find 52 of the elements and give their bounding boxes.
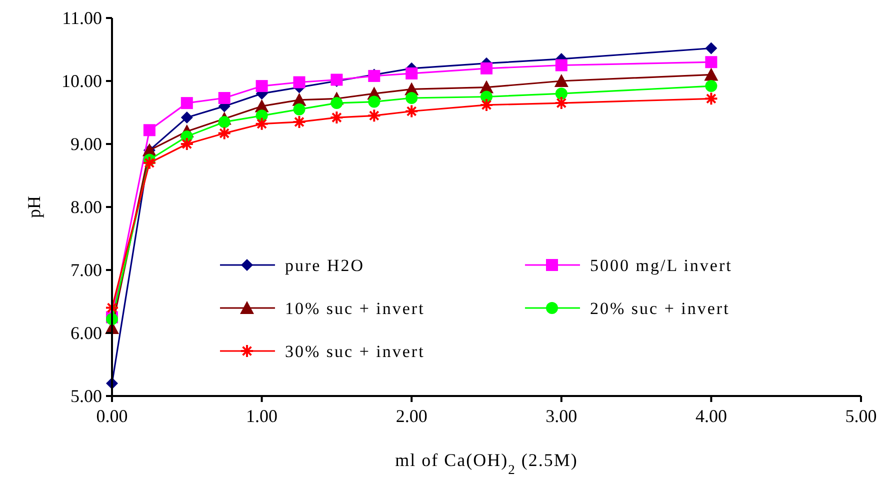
point [143, 124, 156, 136]
legend-label: 30% suc + invert [285, 342, 425, 361]
y-tick-label: 8.00 [70, 197, 102, 217]
y-tick-label: 10.00 [62, 71, 102, 91]
y-tick-label: 9.00 [70, 134, 102, 154]
x-axis-title: ml of Ca(OH)$_{2}$ (2.5M) [395, 450, 578, 476]
point [330, 110, 344, 125]
x-tick-label: 3.00 [546, 406, 578, 426]
point [180, 137, 194, 151]
point [480, 98, 494, 112]
x-tick-label: 5.00 [845, 406, 877, 426]
x-tick-label: 0.00 [96, 406, 128, 426]
point [218, 92, 230, 104]
point [368, 96, 380, 108]
legend-label: pure H2O [285, 256, 365, 275]
point [293, 103, 306, 116]
point [180, 97, 193, 110]
y-tick-label: 7.00 [70, 260, 102, 280]
y-axis-title: pH [24, 196, 44, 218]
point [256, 80, 268, 92]
legend-label: 10% suc + invert [285, 299, 425, 318]
point [292, 114, 306, 129]
point [254, 116, 269, 131]
point [480, 62, 492, 74]
point [705, 80, 718, 92]
point [555, 88, 568, 100]
point [218, 116, 230, 128]
point [406, 92, 418, 104]
y-tick-label: 5.00 [70, 386, 102, 406]
point [705, 42, 718, 54]
point [105, 300, 119, 315]
point [554, 74, 568, 87]
point [704, 92, 718, 106]
point [330, 97, 343, 110]
point [704, 68, 718, 81]
legend-label: 5000 mg/L invert [590, 256, 732, 275]
point [705, 56, 718, 68]
point [554, 96, 568, 110]
point [180, 112, 193, 124]
point [217, 126, 232, 140]
point [142, 156, 156, 170]
x-tick-label: 2.00 [396, 406, 428, 426]
point [406, 67, 418, 80]
point [555, 59, 568, 72]
y-tick-label: 11.00 [62, 8, 102, 28]
x-tick-label: 4.00 [695, 406, 727, 426]
point [367, 108, 382, 123]
point [293, 76, 306, 88]
legend-label: 20% suc + invert [590, 299, 730, 318]
x-tick-label: 1.00 [246, 406, 278, 426]
y-tick-label: 6.00 [70, 323, 102, 343]
point [404, 104, 419, 118]
